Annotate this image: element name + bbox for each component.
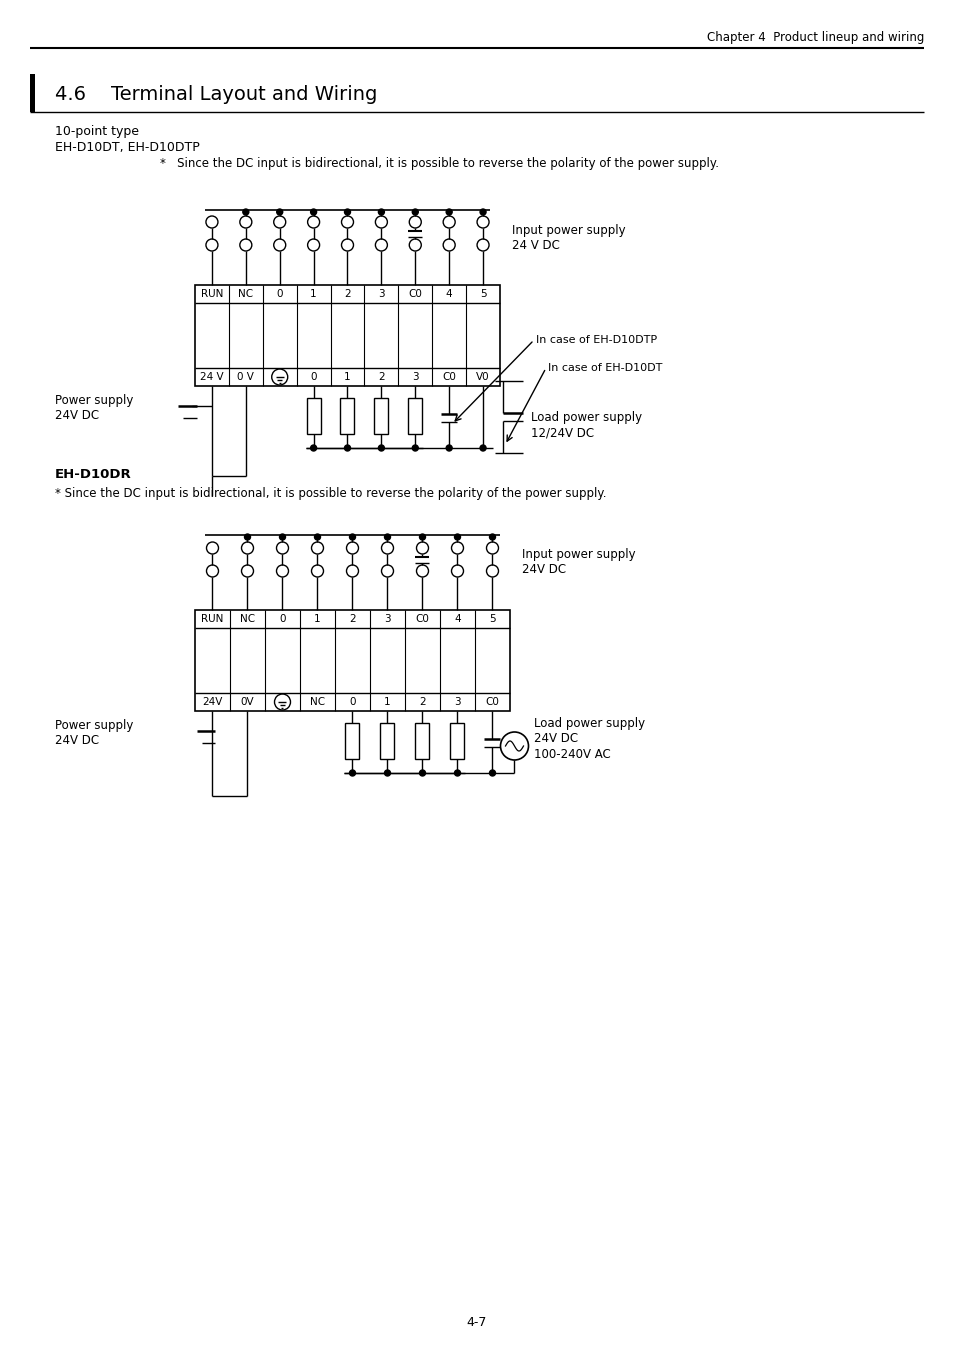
Circle shape xyxy=(243,209,249,215)
Text: 4.6    Terminal Layout and Wiring: 4.6 Terminal Layout and Wiring xyxy=(55,85,377,104)
Text: 1: 1 xyxy=(384,697,391,707)
Bar xyxy=(345,723,359,759)
Bar xyxy=(306,399,320,434)
Circle shape xyxy=(244,534,251,540)
Text: Load power supply
24V DC
100-240V AC: Load power supply 24V DC 100-240V AC xyxy=(534,717,645,761)
Circle shape xyxy=(378,444,384,451)
Text: 3: 3 xyxy=(412,372,418,382)
Text: Input power supply
24 V DC: Input power supply 24 V DC xyxy=(512,224,625,253)
Text: 0: 0 xyxy=(310,372,316,382)
Circle shape xyxy=(412,209,417,215)
Text: 10-point type: 10-point type xyxy=(55,126,139,139)
Text: 5: 5 xyxy=(479,289,486,299)
Text: 4: 4 xyxy=(454,613,460,624)
Text: 2: 2 xyxy=(349,613,355,624)
Circle shape xyxy=(446,209,452,215)
Text: * Since the DC input is bidirectional, it is possible to reverse the polarity of: * Since the DC input is bidirectional, i… xyxy=(55,486,606,500)
Text: Input power supply
24V DC: Input power supply 24V DC xyxy=(521,549,635,576)
Text: 0V: 0V xyxy=(240,697,254,707)
Text: NC: NC xyxy=(238,289,253,299)
Text: *   Since the DC input is bidirectional, it is possible to reverse the polarity : * Since the DC input is bidirectional, i… xyxy=(160,158,719,170)
Text: C0: C0 xyxy=(485,697,499,707)
Text: 0: 0 xyxy=(276,289,283,299)
Circle shape xyxy=(311,444,316,451)
Text: RUN: RUN xyxy=(200,289,223,299)
Circle shape xyxy=(454,770,460,775)
Text: RUN: RUN xyxy=(201,613,223,624)
Text: EH-D10DT, EH-D10DTP: EH-D10DT, EH-D10DTP xyxy=(55,142,199,154)
Circle shape xyxy=(344,209,350,215)
Circle shape xyxy=(384,534,390,540)
Text: 3: 3 xyxy=(454,697,460,707)
Bar xyxy=(450,723,464,759)
Circle shape xyxy=(276,209,282,215)
Circle shape xyxy=(311,209,316,215)
Bar xyxy=(194,285,499,386)
Circle shape xyxy=(279,534,285,540)
Text: In case of EH-D10DTP: In case of EH-D10DTP xyxy=(536,335,657,345)
Bar xyxy=(30,74,35,112)
Bar xyxy=(374,399,388,434)
Circle shape xyxy=(479,444,485,451)
Circle shape xyxy=(489,770,495,775)
Text: C0: C0 xyxy=(408,289,422,299)
Circle shape xyxy=(314,534,320,540)
Circle shape xyxy=(419,534,425,540)
Text: 3: 3 xyxy=(377,289,384,299)
Circle shape xyxy=(419,770,425,775)
Text: Power supply
24V DC: Power supply 24V DC xyxy=(55,394,133,422)
Text: 0 V: 0 V xyxy=(237,372,254,382)
Bar xyxy=(340,399,355,434)
Text: 0: 0 xyxy=(279,613,286,624)
Text: 2: 2 xyxy=(344,289,351,299)
Text: Power supply
24V DC: Power supply 24V DC xyxy=(55,719,133,747)
Circle shape xyxy=(412,444,417,451)
Bar xyxy=(194,611,510,711)
Text: V0: V0 xyxy=(476,372,489,382)
Text: 5: 5 xyxy=(489,613,496,624)
Circle shape xyxy=(489,534,495,540)
Text: NC: NC xyxy=(240,613,254,624)
Circle shape xyxy=(344,444,350,451)
Circle shape xyxy=(384,770,390,775)
Text: 24V: 24V xyxy=(202,697,222,707)
Circle shape xyxy=(349,534,355,540)
Text: 0: 0 xyxy=(349,697,355,707)
Text: Chapter 4  Product lineup and wiring: Chapter 4 Product lineup and wiring xyxy=(706,31,923,45)
Bar xyxy=(408,399,422,434)
Text: 1: 1 xyxy=(310,289,316,299)
Text: 24 V: 24 V xyxy=(200,372,224,382)
Text: 2: 2 xyxy=(418,697,425,707)
Circle shape xyxy=(479,209,485,215)
Text: 4-7: 4-7 xyxy=(466,1316,487,1328)
Text: EH-D10DR: EH-D10DR xyxy=(55,469,132,481)
Bar xyxy=(380,723,395,759)
Circle shape xyxy=(454,534,460,540)
Text: 1: 1 xyxy=(314,613,320,624)
Text: C0: C0 xyxy=(442,372,456,382)
Text: 1: 1 xyxy=(344,372,351,382)
Circle shape xyxy=(378,209,384,215)
Text: 2: 2 xyxy=(377,372,384,382)
Text: Load power supply
12/24V DC: Load power supply 12/24V DC xyxy=(531,411,641,439)
Circle shape xyxy=(446,444,452,451)
Circle shape xyxy=(349,770,355,775)
Text: 3: 3 xyxy=(384,613,391,624)
Text: In case of EH-D10DT: In case of EH-D10DT xyxy=(547,363,661,373)
Text: C0: C0 xyxy=(416,613,429,624)
Text: NC: NC xyxy=(310,697,325,707)
Bar xyxy=(416,723,429,759)
Text: 4: 4 xyxy=(445,289,452,299)
